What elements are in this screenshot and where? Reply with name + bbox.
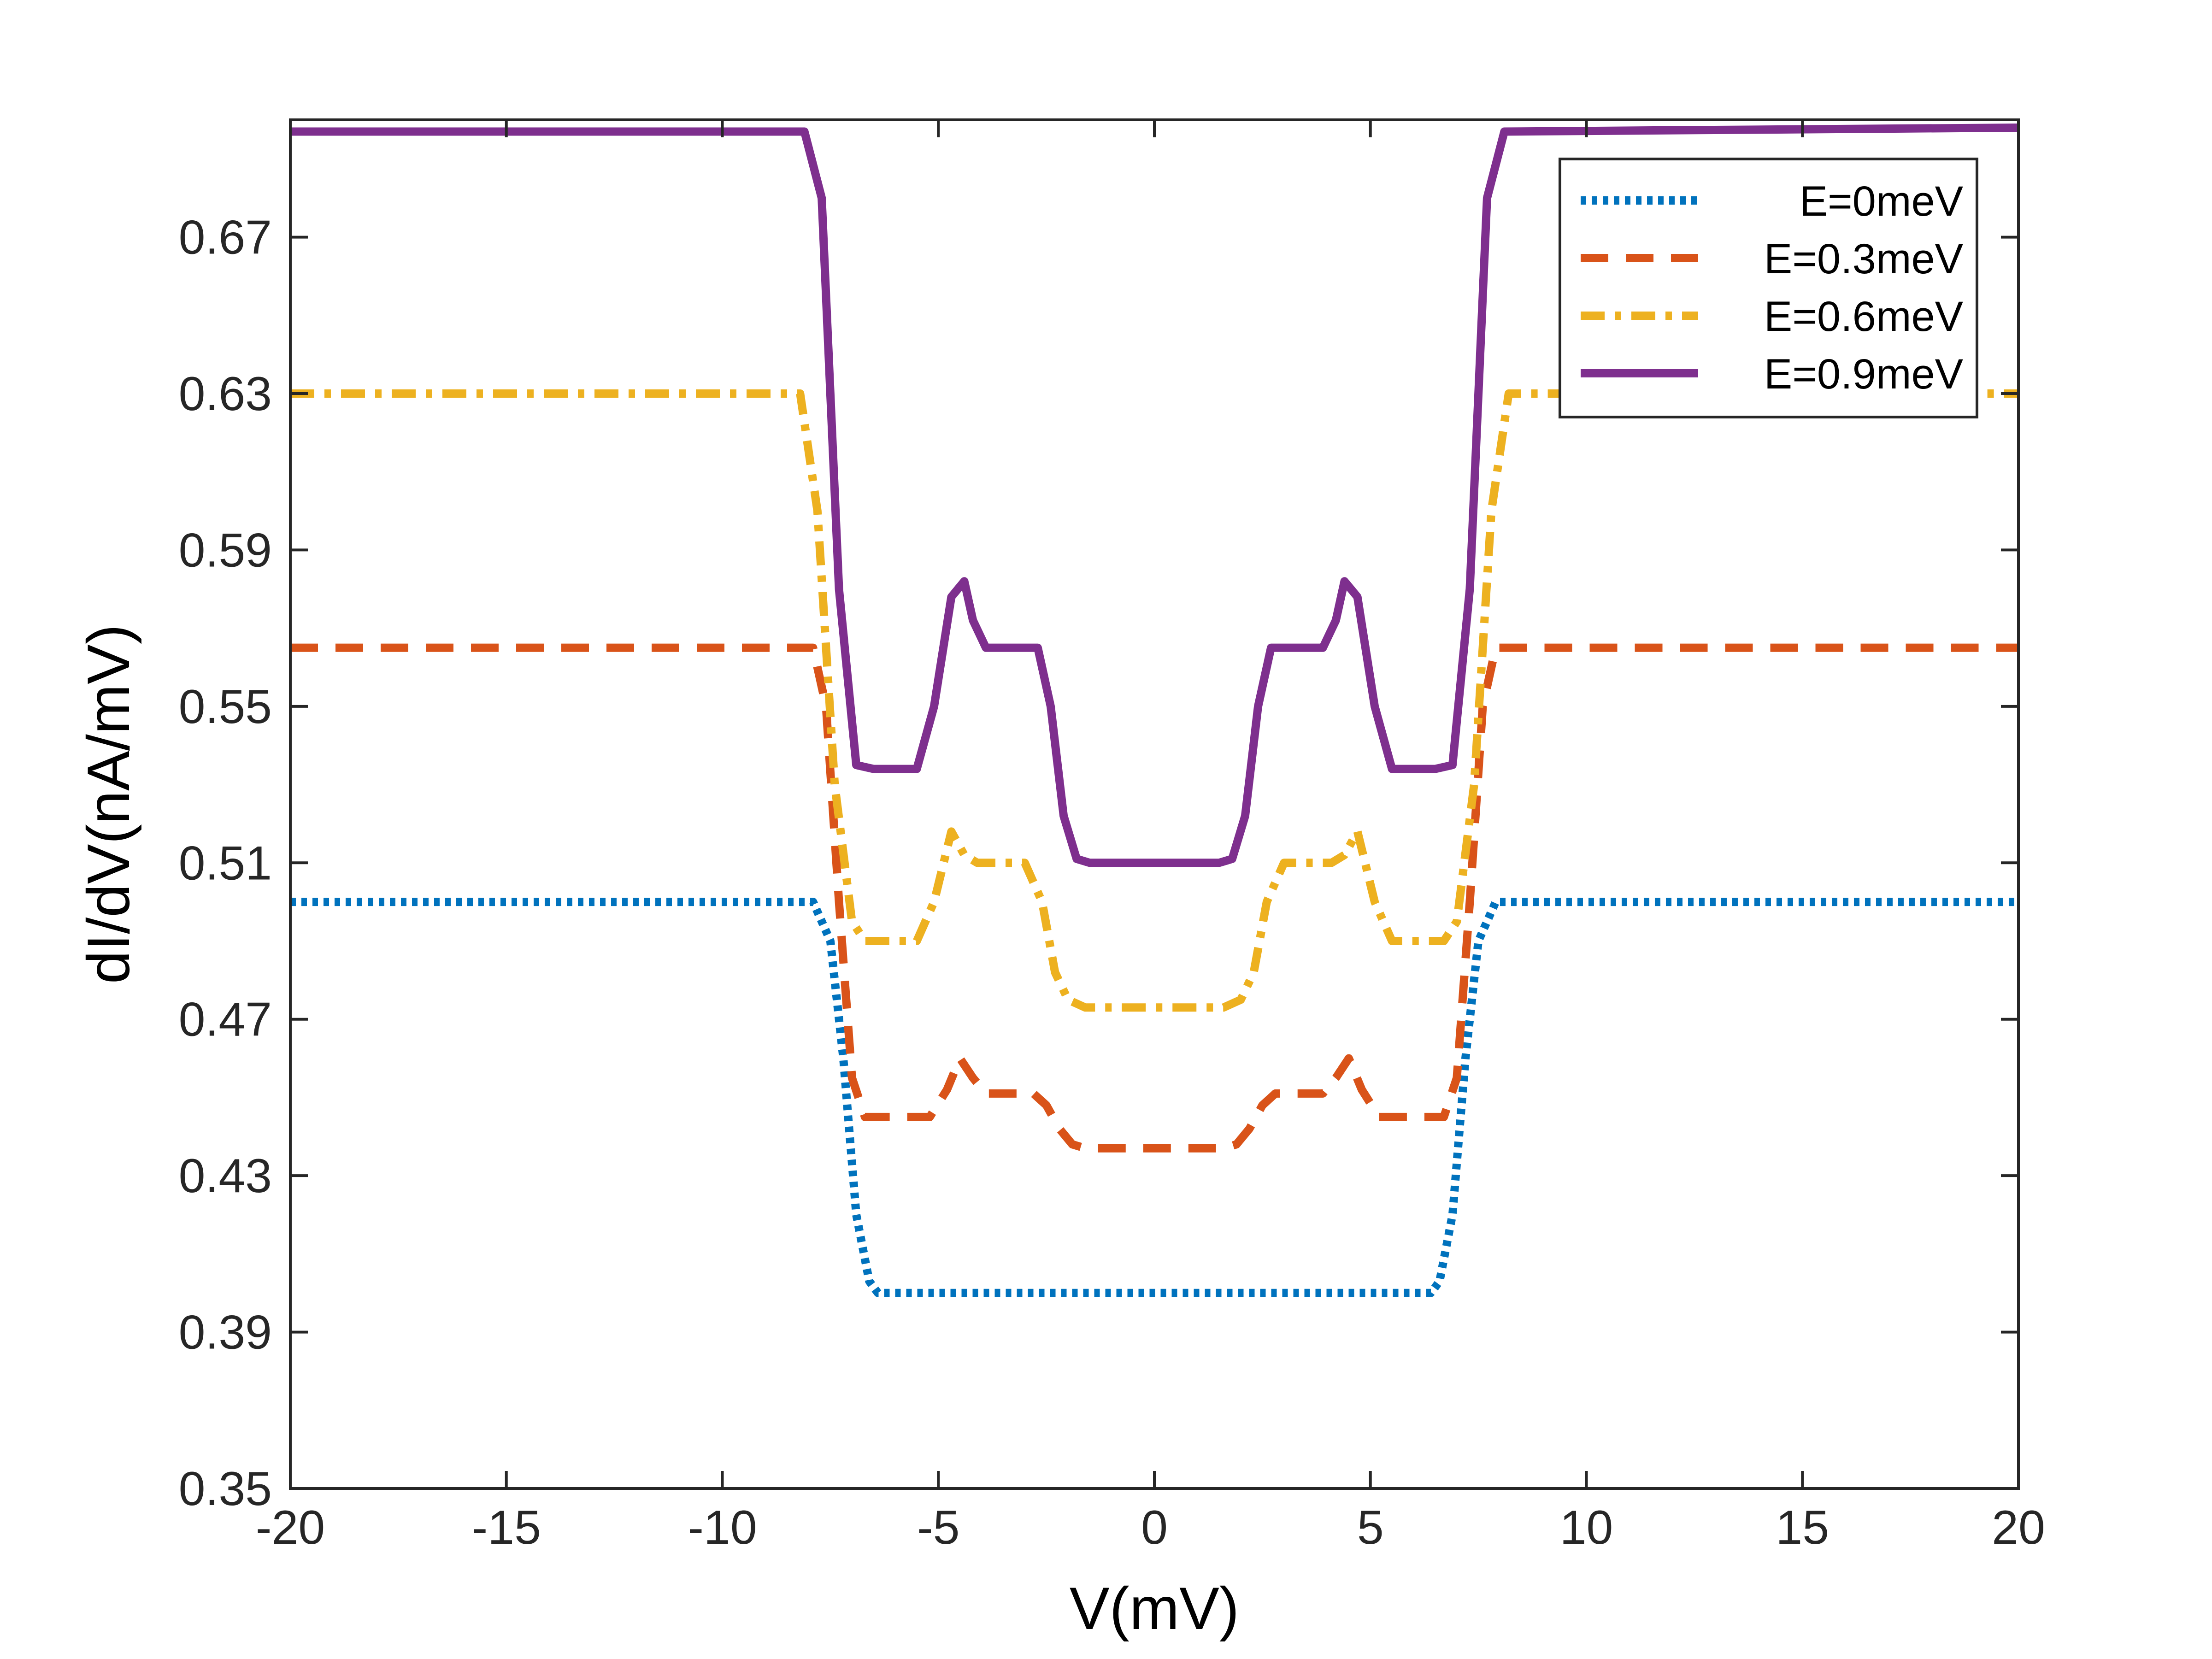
- legend-label-3: E=0.6meV: [1764, 293, 1963, 340]
- y-tick-label: 0.55: [179, 680, 272, 734]
- y-tick-label: 0.47: [179, 993, 272, 1047]
- series-line-3: [290, 389, 2018, 1012]
- x-tick-label: -15: [472, 1501, 541, 1554]
- x-tick-label: 15: [1776, 1501, 1829, 1554]
- legend-label-4: E=0.9meV: [1764, 351, 1963, 398]
- x-tick-label: 0: [1141, 1501, 1168, 1554]
- x-tick-label: -10: [688, 1501, 757, 1554]
- legend-label-1: E=0meV: [1800, 178, 1963, 225]
- series-line-4: [290, 124, 2019, 867]
- y-tick-label: 0.67: [179, 211, 272, 265]
- tick-labels: -20 -15 -10 -5 0 5 10 15 20 0.35 0.39 0.43 0.47 0.51 0…: [179, 211, 2045, 1554]
- x-tick-label: -20: [256, 1501, 325, 1554]
- y-tick-label: 0.35: [179, 1462, 272, 1516]
- series-line-2: [290, 643, 2018, 1153]
- plot-lines: [290, 124, 2019, 1297]
- series-line-1: [290, 898, 2018, 1297]
- y-tick-label: 0.51: [179, 836, 272, 890]
- legend-label-2: E=0.3meV: [1764, 235, 1963, 282]
- axis-ticks: [289, 120, 2020, 1490]
- x-tick-label: 20: [1992, 1501, 2045, 1554]
- x-axis-label: V(mV): [1070, 1575, 1239, 1642]
- y-tick-label: 0.63: [179, 367, 272, 421]
- y-tick-label: 0.39: [179, 1306, 272, 1359]
- legend: E=0meV E=0.3meV E=0.6meV E=0.9meV: [1559, 158, 1978, 418]
- y-tick-label: 0.43: [179, 1149, 272, 1203]
- y-tick-label: 0.59: [179, 524, 272, 577]
- x-tick-label: -5: [917, 1501, 959, 1554]
- y-axis-label: dI/dV(nA/mV): [75, 624, 142, 984]
- x-tick-label: 10: [1560, 1501, 1613, 1554]
- x-tick-label: 5: [1357, 1501, 1384, 1554]
